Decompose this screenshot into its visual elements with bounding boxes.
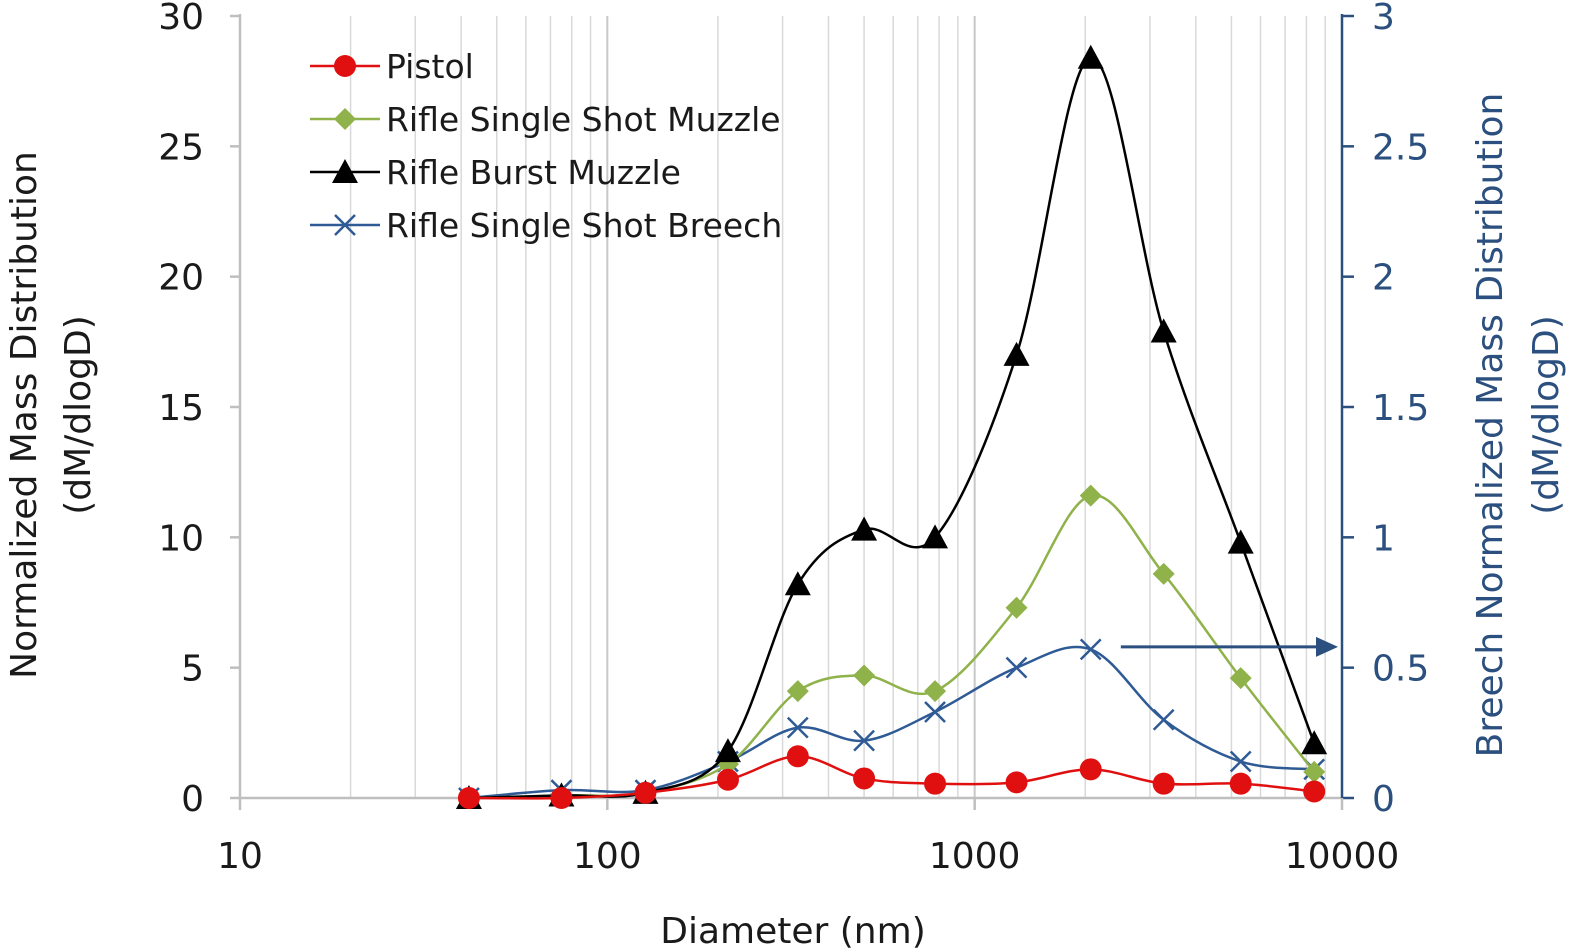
legend: Pistol Rifle Single Shot Muzzle Rifle Burs… xyxy=(310,47,782,245)
data-point-x xyxy=(924,701,946,723)
data-point-diamond xyxy=(1152,562,1175,585)
series-pistol xyxy=(457,745,1326,809)
data-point-circle xyxy=(550,787,573,809)
y-tick-label-left: 20 xyxy=(158,258,204,299)
legend-marker-diamond xyxy=(334,108,356,130)
data-point-diamond xyxy=(924,680,947,703)
y-tick-label-left: 25 xyxy=(158,127,204,168)
data-point-x xyxy=(1152,708,1175,731)
data-point-circle xyxy=(853,767,876,790)
legend-label: Rifle Single Shot Breech xyxy=(386,206,782,245)
y-axis-right-title-line2: (dM/dlogD) xyxy=(1526,315,1567,515)
data-point-circle xyxy=(786,745,809,768)
legend-marker-x xyxy=(334,214,356,236)
x-tick-label: 10 xyxy=(217,836,263,877)
data-point-triangle xyxy=(922,524,949,549)
y-axis-right-title-line1: Breech Normalized Mass Distribution xyxy=(1470,93,1511,758)
series-group xyxy=(455,44,1328,810)
legend-label: Rifle Burst Muzzle xyxy=(386,153,681,192)
y-tick-label-right: 2 xyxy=(1372,258,1395,299)
legend-item: Rifle Burst Muzzle xyxy=(310,153,681,192)
legend-item: Rifle Single Shot Breech xyxy=(310,206,782,245)
data-point-triangle xyxy=(1003,341,1030,366)
data-point-triangle xyxy=(851,516,878,541)
data-point-diamond xyxy=(1079,484,1102,507)
gridlines xyxy=(349,16,1326,798)
data-point-circle xyxy=(1005,771,1028,794)
y-tick-label-right: 1 xyxy=(1372,518,1395,559)
data-point-circle xyxy=(1079,758,1102,781)
data-point-triangle xyxy=(1077,44,1104,69)
legend-item: Pistol xyxy=(310,47,474,86)
legend-label: Pistol xyxy=(386,47,474,86)
data-point-triangle xyxy=(1301,730,1328,755)
data-point-circle xyxy=(634,781,657,804)
x-tick-label: 10000 xyxy=(1285,836,1400,877)
data-point-triangle xyxy=(714,738,741,763)
data-point-diamond xyxy=(786,680,809,703)
y-tick-label-left: 0 xyxy=(181,779,204,820)
y-axis-left-title-line1: Normalized Mass Distribution xyxy=(4,151,45,679)
y-tick-label-right: 2.5 xyxy=(1372,127,1429,168)
y-tick-label-right: 3 xyxy=(1372,0,1395,38)
annotation-group xyxy=(1120,636,1338,657)
y-tick-label-right: 0.5 xyxy=(1372,649,1429,690)
legend-marker-triangle xyxy=(332,159,358,184)
data-point-circle xyxy=(1152,772,1175,795)
data-point-diamond xyxy=(1303,760,1326,783)
series-line xyxy=(468,645,1315,800)
data-point-triangle xyxy=(1227,529,1254,554)
annotation-arrow-head xyxy=(1316,636,1338,657)
y-tick-label-left: 15 xyxy=(158,388,204,429)
data-point-diamond xyxy=(853,664,876,687)
legend-label: Rifle Single Shot Muzzle xyxy=(386,100,781,139)
legend-item: Rifle Single Shot Muzzle xyxy=(310,100,781,139)
data-point-circle xyxy=(457,787,480,809)
y-tick-label-right: 1.5 xyxy=(1372,388,1429,429)
data-point-circle xyxy=(924,772,947,795)
x-tick-label: 1000 xyxy=(929,836,1021,877)
y-tick-label-left: 5 xyxy=(181,649,204,690)
data-point-x xyxy=(1229,750,1252,773)
axes: 0 5 10 15 20 25 30 0 0.5 1 1.5 2 2.5 3 10 100 1000 10000 xyxy=(158,0,1429,877)
data-point-triangle xyxy=(1150,318,1177,343)
data-point-diamond xyxy=(1005,596,1028,619)
axis-titles: Diameter (nm) Normalized Mass Distributi… xyxy=(4,93,1567,952)
y-tick-label-right: 0 xyxy=(1372,779,1395,820)
data-point-circle xyxy=(1229,772,1252,795)
data-point-triangle xyxy=(784,571,811,596)
x-tick-label: 100 xyxy=(573,836,642,877)
x-axis-title: Diameter (nm) xyxy=(660,911,925,952)
data-point-x xyxy=(786,716,809,739)
series-line xyxy=(468,56,1316,800)
data-point-circle xyxy=(1303,780,1326,803)
legend-marker-circle xyxy=(334,55,356,77)
data-point-diamond xyxy=(1229,667,1252,690)
data-point-x xyxy=(1005,656,1028,679)
y-tick-label-left: 10 xyxy=(158,518,204,559)
data-point-x xyxy=(1079,638,1102,661)
data-point-circle xyxy=(716,768,739,791)
y-tick-label-left: 30 xyxy=(158,0,204,38)
y-axis-left-title-line2: (dM/dlogD) xyxy=(58,315,99,515)
data-point-x xyxy=(853,729,875,752)
